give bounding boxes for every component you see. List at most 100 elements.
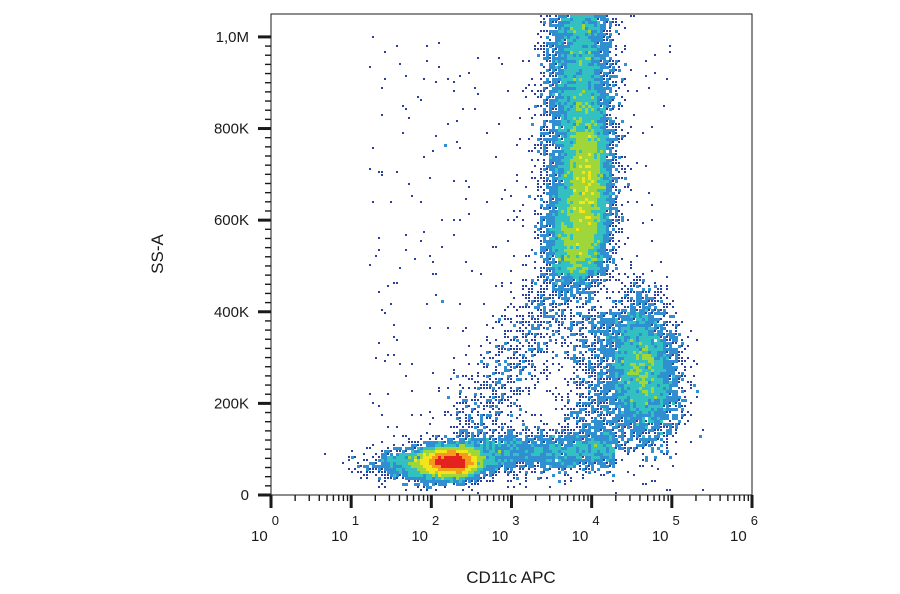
scatter-point: [498, 447, 501, 450]
scatter-point: [621, 300, 623, 302]
scatter-point: [609, 255, 612, 258]
scatter-point: [597, 429, 600, 432]
scatter-point: [564, 273, 567, 276]
scatter-point: [441, 480, 444, 483]
scatter-point: [597, 444, 600, 447]
scatter-point: [567, 165, 570, 168]
scatter-point: [450, 447, 453, 450]
scatter-point: [513, 453, 516, 456]
scatter-point: [522, 441, 525, 444]
scatter-point: [624, 405, 627, 408]
scatter-point: [663, 417, 666, 420]
scatter-point: [573, 180, 576, 183]
scatter-point: [621, 21, 623, 23]
scatter-point: [681, 399, 684, 402]
scatter-point: [564, 63, 567, 66]
scatter-point: [543, 132, 546, 135]
scatter-point: [594, 78, 597, 81]
scatter-point: [666, 306, 668, 308]
scatter-point: [474, 456, 477, 459]
scatter-point: [675, 384, 678, 387]
scatter-point: [426, 444, 429, 447]
scatter-point: [594, 333, 597, 336]
scatter-point: [540, 147, 542, 149]
scatter-point: [654, 408, 657, 411]
scatter-point: [507, 444, 510, 447]
scatter-point: [636, 357, 639, 360]
scatter-point: [408, 447, 411, 450]
scatter-point: [648, 402, 651, 405]
scatter-point: [411, 468, 414, 471]
scatter-point: [576, 48, 579, 51]
scatter-point: [411, 471, 414, 474]
scatter-point: [609, 351, 612, 354]
scatter-point: [558, 36, 561, 39]
scatter-point: [630, 264, 632, 266]
scatter-point: [582, 408, 585, 411]
scatter-point: [471, 471, 474, 474]
scatter-point: [576, 18, 579, 21]
scatter-point: [576, 312, 579, 315]
scatter-point: [522, 459, 525, 462]
scatter-point: [576, 33, 579, 36]
scatter-point: [621, 216, 624, 219]
scatter-point: [384, 471, 386, 473]
scatter-point: [594, 150, 597, 153]
scatter-point: [630, 429, 633, 432]
scatter-point: [555, 186, 558, 189]
scatter-point: [579, 378, 581, 380]
scatter-point: [636, 339, 639, 342]
scatter-point: [591, 291, 594, 294]
scatter-point: [588, 246, 591, 249]
scatter-point: [603, 156, 606, 159]
scatter-point: [660, 300, 663, 303]
scatter-point: [612, 129, 615, 132]
scatter-point: [507, 432, 510, 435]
scatter-point: [594, 162, 597, 165]
scatter-point: [681, 363, 683, 365]
scatter-point: [588, 384, 591, 387]
scatter-point: [435, 474, 438, 477]
scatter-point: [600, 213, 603, 216]
scatter-point: [630, 384, 633, 387]
scatter-point: [651, 333, 654, 336]
scatter-point: [585, 60, 588, 63]
scatter-point: [426, 483, 429, 486]
scatter-point: [579, 207, 582, 210]
scatter-point: [405, 468, 408, 471]
scatter-point: [540, 213, 542, 215]
scatter-point: [576, 99, 579, 102]
scatter-point: [627, 90, 629, 92]
scatter-point: [594, 246, 597, 249]
scatter-point: [567, 180, 570, 183]
scatter-point: [612, 201, 615, 204]
scatter-point: [606, 435, 609, 438]
scatter-point: [489, 429, 491, 431]
scatter-point: [420, 435, 422, 437]
scatter-point: [594, 387, 597, 390]
scatter-point: [645, 357, 648, 360]
scatter-point: [591, 432, 594, 435]
scatter-point: [546, 297, 549, 300]
scatter-point: [588, 192, 591, 195]
scatter-point: [636, 435, 639, 438]
scatter-point: [414, 447, 416, 449]
scatter-point: [495, 468, 498, 471]
scatter-point: [630, 330, 633, 333]
scatter-point: [360, 471, 362, 473]
scatter-point: [585, 447, 588, 450]
scatter-point: [405, 435, 407, 437]
scatter-point: [441, 459, 444, 462]
scatter-point: [582, 429, 585, 432]
scatter-point: [453, 471, 456, 474]
scatter-point: [597, 36, 600, 39]
scatter-point: [645, 294, 648, 297]
scatter-point: [579, 42, 582, 45]
scatter-point: [666, 342, 669, 345]
scatter-point: [543, 429, 545, 431]
scatter-point: [579, 441, 582, 444]
scatter-point: [588, 231, 591, 234]
scatter-point: [546, 186, 549, 189]
scatter-point: [630, 333, 633, 336]
scatter-point: [621, 414, 624, 417]
